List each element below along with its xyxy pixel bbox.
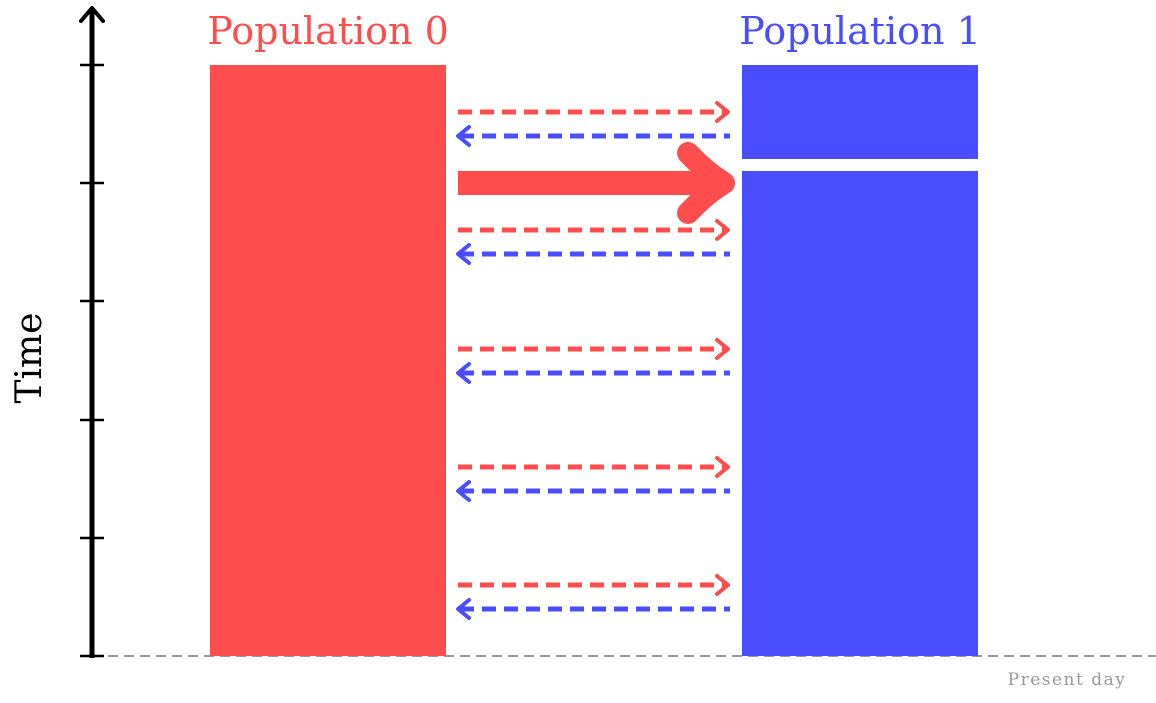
migration-arrow-1-to-0 [456,125,730,147]
migration-arrow-0-to-1 [458,101,730,123]
population-1-label: Population 1 [739,9,981,53]
population-0-block [210,65,446,656]
time-axis-arrowhead [79,6,105,23]
pulse-migration-arrow [458,142,735,224]
migration-arrow-1-to-0 [456,243,730,265]
population-0-label: Population 0 [207,9,449,53]
migration-arrow-1-to-0 [456,480,730,502]
time-axis-label: Time [9,313,50,404]
pulse-arrow-head [677,142,735,224]
migration-arrow-1-to-0 [456,598,730,620]
migration-arrow-1-to-0 [456,362,730,384]
migration-arrow-0-to-1 [458,456,730,478]
migration-arrow-0-to-1 [458,574,730,596]
population-1-block [742,65,978,656]
migration-arrow-0-to-1 [458,219,730,241]
migration-arrows [456,101,730,620]
present-day-label: Present day [1008,670,1127,690]
population-1-gap [742,159,978,171]
time-axis [79,6,105,658]
migration-arrow-0-to-1 [458,338,730,360]
